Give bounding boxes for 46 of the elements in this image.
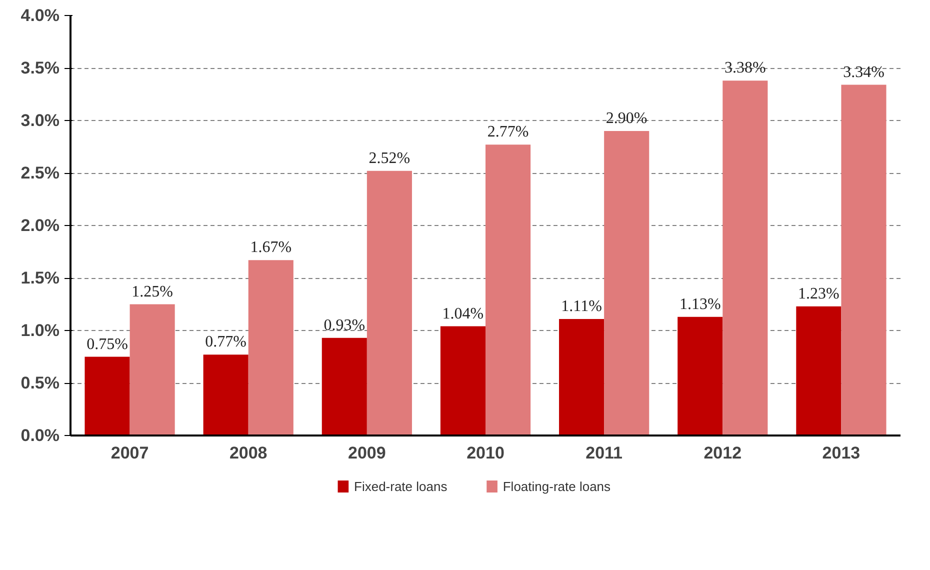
- data-label: 0.77%: [205, 334, 246, 351]
- data-label: 1.23%: [798, 285, 840, 302]
- bar: [130, 304, 175, 436]
- x-tick-label: 2009: [348, 444, 386, 462]
- x-tick-label: 2012: [704, 444, 742, 462]
- bar: [604, 131, 650, 436]
- legend-label: Floating-rate loans: [502, 479, 612, 494]
- data-label: 0.75%: [86, 336, 128, 353]
- bar: [796, 306, 842, 436]
- data-label: 1.13%: [679, 296, 721, 313]
- legend-label: Fixed-rate loans: [354, 479, 448, 494]
- bar: [203, 354, 248, 436]
- y-tick-label: 4.0%: [20, 6, 60, 25]
- y-tick-label: 2.5%: [20, 164, 60, 182]
- y-tick-label: 3.5%: [20, 58, 60, 78]
- bar: [559, 318, 604, 436]
- bar: [678, 316, 723, 436]
- y-tick-label: 0.0%: [20, 426, 60, 445]
- x-tick-label: 2013: [822, 444, 860, 462]
- data-label: 3.34%: [843, 64, 884, 81]
- x-tick-label: 2007: [110, 444, 149, 462]
- x-tick-label: 2011: [586, 444, 623, 462]
- data-label: 0.93%: [324, 316, 366, 334]
- bar: [841, 84, 886, 436]
- data-label: 1.25%: [132, 283, 173, 300]
- y-tick-label: 2.0%: [20, 216, 60, 235]
- y-tick-label: 0.5%: [20, 374, 60, 392]
- bar: [248, 260, 294, 436]
- data-label: 2.77%: [487, 124, 529, 141]
- bar: [722, 80, 768, 436]
- x-tick-label: 2010: [466, 444, 504, 462]
- data-label: 1.11%: [561, 298, 602, 315]
- data-label: 1.67%: [250, 239, 292, 256]
- bar: [366, 170, 412, 436]
- data-label: 1.04%: [442, 305, 484, 322]
- bar: [486, 144, 531, 436]
- y-tick-label: 1.5%: [20, 268, 60, 288]
- data-label: 3.38%: [724, 60, 766, 77]
- y-tick-label: 3.0%: [20, 111, 60, 130]
- bar: [322, 338, 367, 436]
- bar: [440, 326, 486, 436]
- data-label: 2.52%: [368, 150, 410, 167]
- bar: [84, 356, 130, 436]
- x-tick-label: 2008: [229, 444, 268, 462]
- y-tick-label: 1.0%: [20, 321, 60, 340]
- data-label: 2.90%: [606, 110, 648, 127]
